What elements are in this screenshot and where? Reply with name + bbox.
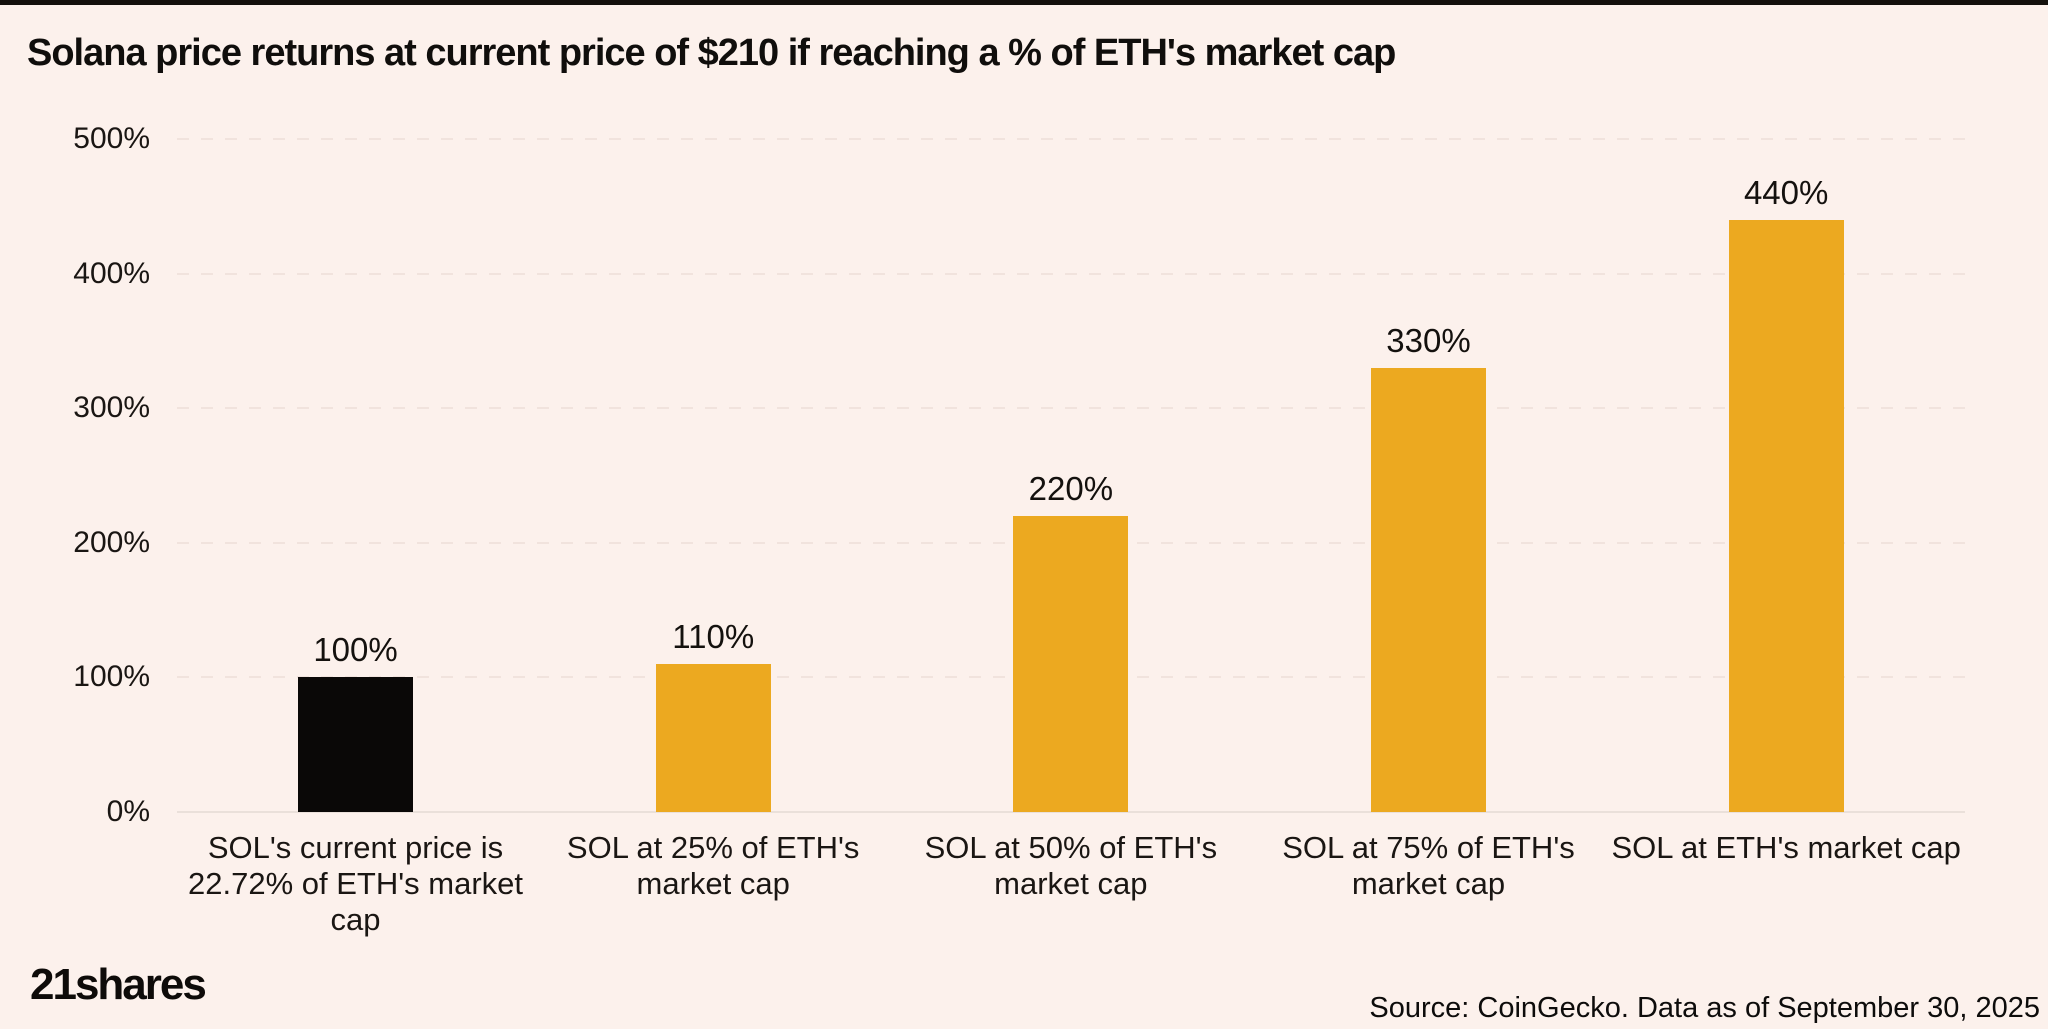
gridline <box>177 407 1965 410</box>
x-axis-category-label: SOL's current price is 22.72% of ETH's m… <box>188 830 524 937</box>
bar-value-label: 100% <box>313 631 398 669</box>
bar <box>655 663 771 812</box>
gridline <box>177 272 1965 275</box>
source-note: Source: CoinGecko. Data as of September … <box>1369 992 2040 1024</box>
bar <box>1728 219 1844 812</box>
y-axis-tick-label: 300% <box>73 391 150 425</box>
y-axis-tick-label: 500% <box>73 122 150 155</box>
x-axis-category-label: SOL at 75% of ETH's market cap <box>1282 830 1575 901</box>
y-axis-tick-label: 0% <box>106 795 150 828</box>
y-axis-tick-label: 100% <box>73 660 150 694</box>
y-axis-tick-label: 200% <box>73 525 150 559</box>
bar <box>298 677 414 812</box>
x-axis-category-label: SOL at ETH's market cap <box>1611 830 1961 865</box>
gridline <box>177 811 1965 813</box>
bar-value-label: 440% <box>1743 173 1829 211</box>
x-axis-category-label: SOL at 50% of ETH's market cap <box>924 830 1218 901</box>
bar-value-label: 330% <box>1386 321 1471 359</box>
gridline <box>177 138 1965 140</box>
bar <box>1371 367 1486 812</box>
x-axis-category-label: SOL at 25% of ETH's market cap <box>566 830 860 901</box>
brand-logo-21shares: 21shares <box>30 960 207 1009</box>
y-axis-tick-label: 400% <box>73 256 150 290</box>
bar-value-label: 110% <box>672 617 755 655</box>
chart-title: Solana price returns at current price of… <box>27 32 1396 74</box>
top-edge-line <box>0 0 2048 5</box>
bar-value-label: 220% <box>1028 469 1114 507</box>
bar <box>1013 515 1129 812</box>
